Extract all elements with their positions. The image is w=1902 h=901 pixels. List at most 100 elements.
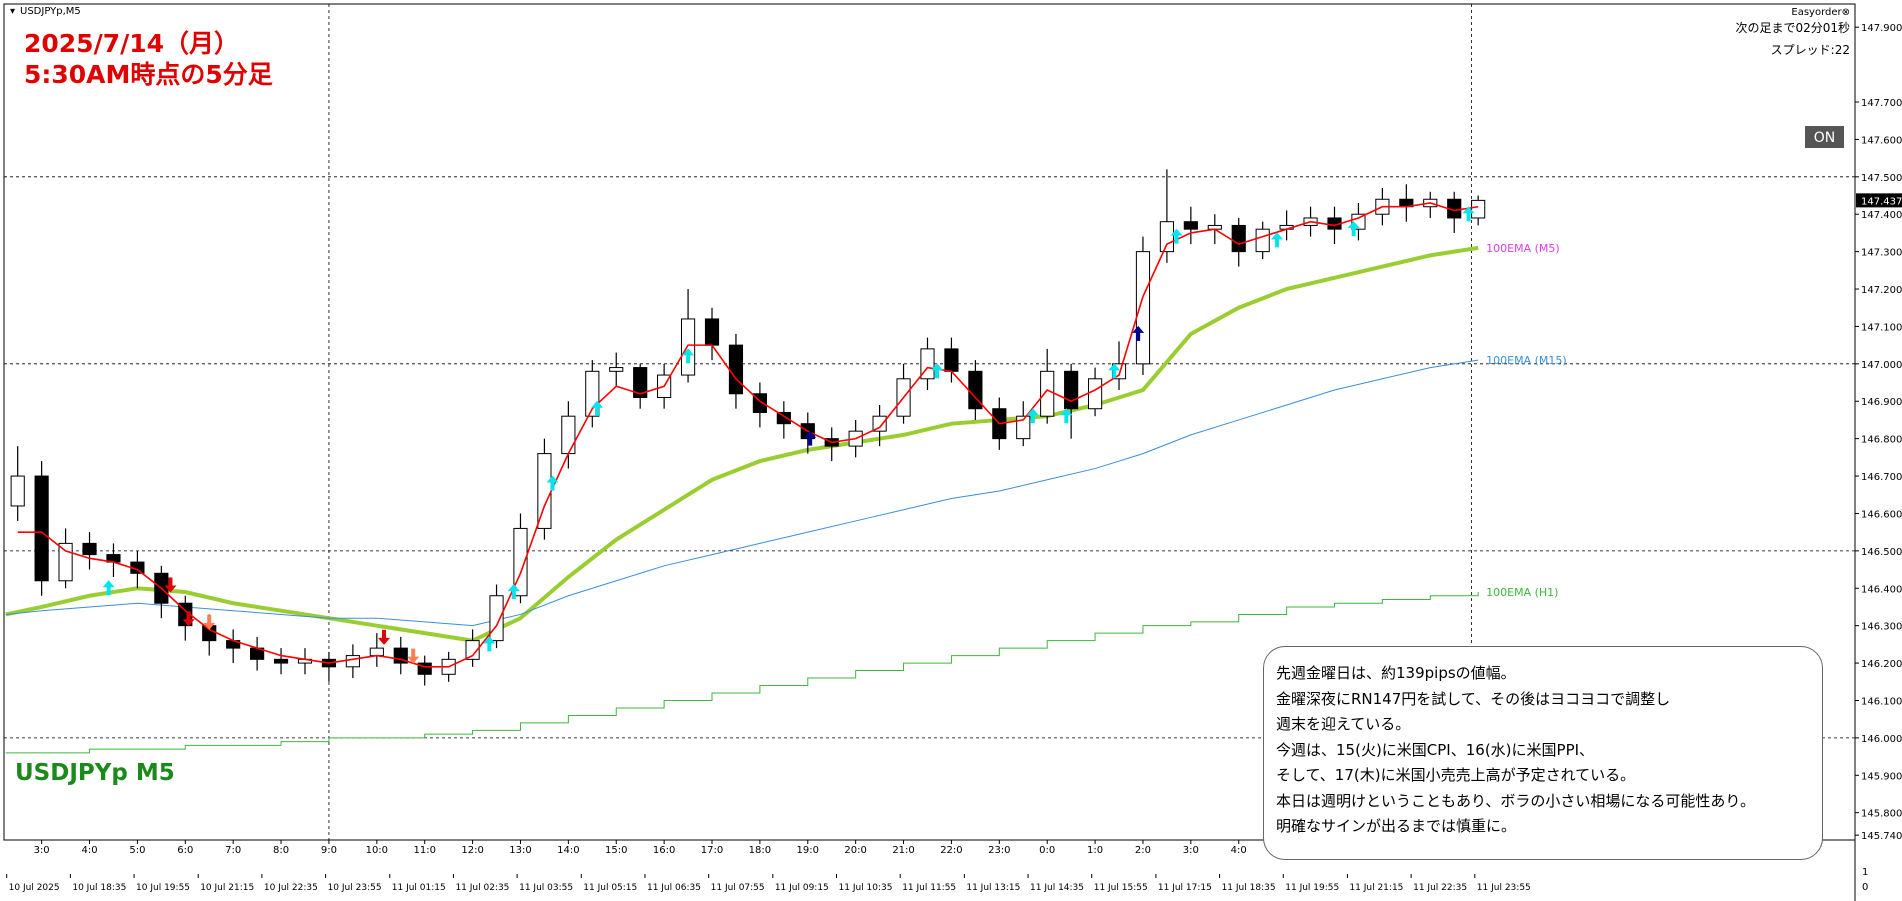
x-tick-label: 5:0 <box>129 845 145 856</box>
signal-arrow <box>682 348 695 364</box>
x-tick-label: 19:0 <box>797 845 819 856</box>
layer <box>4 4 1855 840</box>
y-tick-label: 146.400 <box>1861 584 1902 595</box>
top-right-info: 次の足まで02分01秒 <box>1735 21 1850 35</box>
signal-arrow <box>804 430 817 446</box>
y-tick-label: 146.100 <box>1861 696 1902 707</box>
candle-body <box>82 542 97 556</box>
signal-arrow <box>407 648 420 664</box>
candle-body <box>369 647 384 657</box>
candle-body <box>1087 378 1103 410</box>
date-tick-label: 11 Jul 19:55 <box>1285 883 1339 893</box>
y-tick-label: 146.300 <box>1861 622 1902 633</box>
candle-body <box>1471 199 1486 219</box>
title-line: 5:30AM時点の5分足 <box>24 60 273 89</box>
date-tick-label: 11 Jul 23:55 <box>1477 883 1531 893</box>
signal-arrow <box>1271 232 1284 248</box>
annotation-line: 金曜深夜にRN147円を試して、その後はヨコヨコで調整し <box>1276 689 1671 708</box>
date-tick-label: 11 Jul 05:15 <box>583 883 637 893</box>
candle-body <box>944 348 959 372</box>
x-tick-label: 1:0 <box>1087 845 1103 856</box>
date-tick-label: 10 Jul 21:15 <box>200 883 254 893</box>
y-tick-label: 147.300 <box>1861 248 1902 259</box>
current-price-label: 147.437 <box>1861 196 1902 207</box>
signal-arrow <box>102 580 115 596</box>
signal-arrow <box>164 577 177 593</box>
subwindow-label: 0 <box>1862 882 1868 893</box>
candle-body <box>1016 415 1031 440</box>
date-tick-label: 10 Jul 19:55 <box>136 883 190 893</box>
date-tick-label: 11 Jul 03:55 <box>519 883 573 893</box>
signal-arrow <box>1026 408 1039 424</box>
x-tick-label: 23:0 <box>988 845 1010 856</box>
date-tick-label: 11 Jul 15:55 <box>1094 883 1148 893</box>
ema-line <box>5 592 1479 754</box>
y-tick-label: 146.600 <box>1861 509 1902 520</box>
date-tick-label: 11 Jul 11:55 <box>902 883 956 893</box>
symbol-arrow: ▾ <box>10 6 15 17</box>
ema-label: 100EMA (H1) <box>1486 586 1558 599</box>
x-tick-label: 0:0 <box>1039 845 1055 856</box>
x-tick-label: 13:0 <box>509 845 531 856</box>
signal-arrow <box>1462 206 1475 222</box>
date-tick-label: 11 Jul 06:35 <box>647 883 701 893</box>
y-tick-label: 147.700 <box>1861 98 1902 109</box>
y-tick-label: 147.000 <box>1861 360 1902 371</box>
date-tick-label: 10 Jul 23:55 <box>328 883 382 893</box>
signal-arrow <box>182 611 195 627</box>
date-tick-label: 11 Jul 17:15 <box>1158 883 1212 893</box>
signal-arrow <box>1170 228 1183 244</box>
signal-arrow <box>203 614 216 630</box>
date-tick-label: 11 Jul 10:35 <box>839 883 893 893</box>
signal-arrow <box>931 363 944 379</box>
ema-line <box>5 245 1479 643</box>
x-tick-label: 18:0 <box>749 845 771 856</box>
subwindow-label: 1 <box>1862 867 1868 878</box>
on-button[interactable] <box>1805 126 1844 148</box>
annotation-line: そして、17(木)に米国小売売上高が予定されている。 <box>1276 766 1636 784</box>
y-tick-label: 145.800 <box>1861 809 1902 820</box>
x-tick-label: 7:0 <box>225 845 241 856</box>
date-tick-label: 11 Jul 14:35 <box>1030 883 1084 893</box>
candle-body <box>58 542 73 582</box>
date-tick-label: 11 Jul 01:15 <box>392 883 446 893</box>
symbol-header: USDJPYp,M5 <box>20 6 81 17</box>
x-tick-label: 8:0 <box>273 845 289 856</box>
y-tick-label: 147.200 <box>1861 285 1902 296</box>
top-right-info: スプレッド:22 <box>1771 43 1850 57</box>
y-tick-label: 146.900 <box>1861 397 1902 408</box>
y-tick-label: 146.200 <box>1861 659 1902 670</box>
candle-body <box>1255 228 1270 253</box>
y-tick-label: 147.600 <box>1861 135 1902 146</box>
x-tick-label: 4:0 <box>1231 845 1247 856</box>
candle-body <box>776 411 791 425</box>
y-tick-label: 147.400 <box>1861 210 1902 221</box>
x-tick-label: 9:0 <box>321 845 337 856</box>
ema-line <box>5 359 1479 627</box>
x-tick-label: 16:0 <box>653 845 675 856</box>
x-tick-label: 12:0 <box>461 845 483 856</box>
candle-body <box>1183 221 1198 230</box>
x-tick-label: 3:0 <box>34 845 50 856</box>
candle-body <box>10 475 25 507</box>
x-tick-label: 22:0 <box>940 845 962 856</box>
annotation-box: 先週金曜日は、約139pipsの値幅。 金曜深夜にRN147円を試して、その後はヨ… <box>1263 646 1823 860</box>
candle-body <box>609 367 624 372</box>
x-tick-label: 14:0 <box>557 845 579 856</box>
top-right-info: Easyorder⊗ <box>1791 7 1850 18</box>
x-tick-label: 10:0 <box>366 845 388 856</box>
x-tick-label: 4:0 <box>81 845 97 856</box>
date-tick-label: 11 Jul 13:15 <box>966 883 1020 893</box>
on-button-label[interactable]: ON <box>1814 130 1836 146</box>
y-tick-label: 147.500 <box>1861 173 1902 184</box>
candle-body <box>34 475 49 582</box>
signal-arrow <box>546 475 559 491</box>
y-tick-label: 145.900 <box>1861 771 1902 782</box>
date-tick-label: 11 Jul 21:15 <box>1349 883 1403 893</box>
y-tick-label: 146.800 <box>1861 435 1902 446</box>
signal-arrow <box>1108 363 1121 379</box>
x-tick-label: 2:0 <box>1135 845 1151 856</box>
y-tick-label: 146.000 <box>1861 734 1902 745</box>
candle-body <box>1231 224 1246 253</box>
date-tick-label: 10 Jul 18:35 <box>72 883 126 893</box>
